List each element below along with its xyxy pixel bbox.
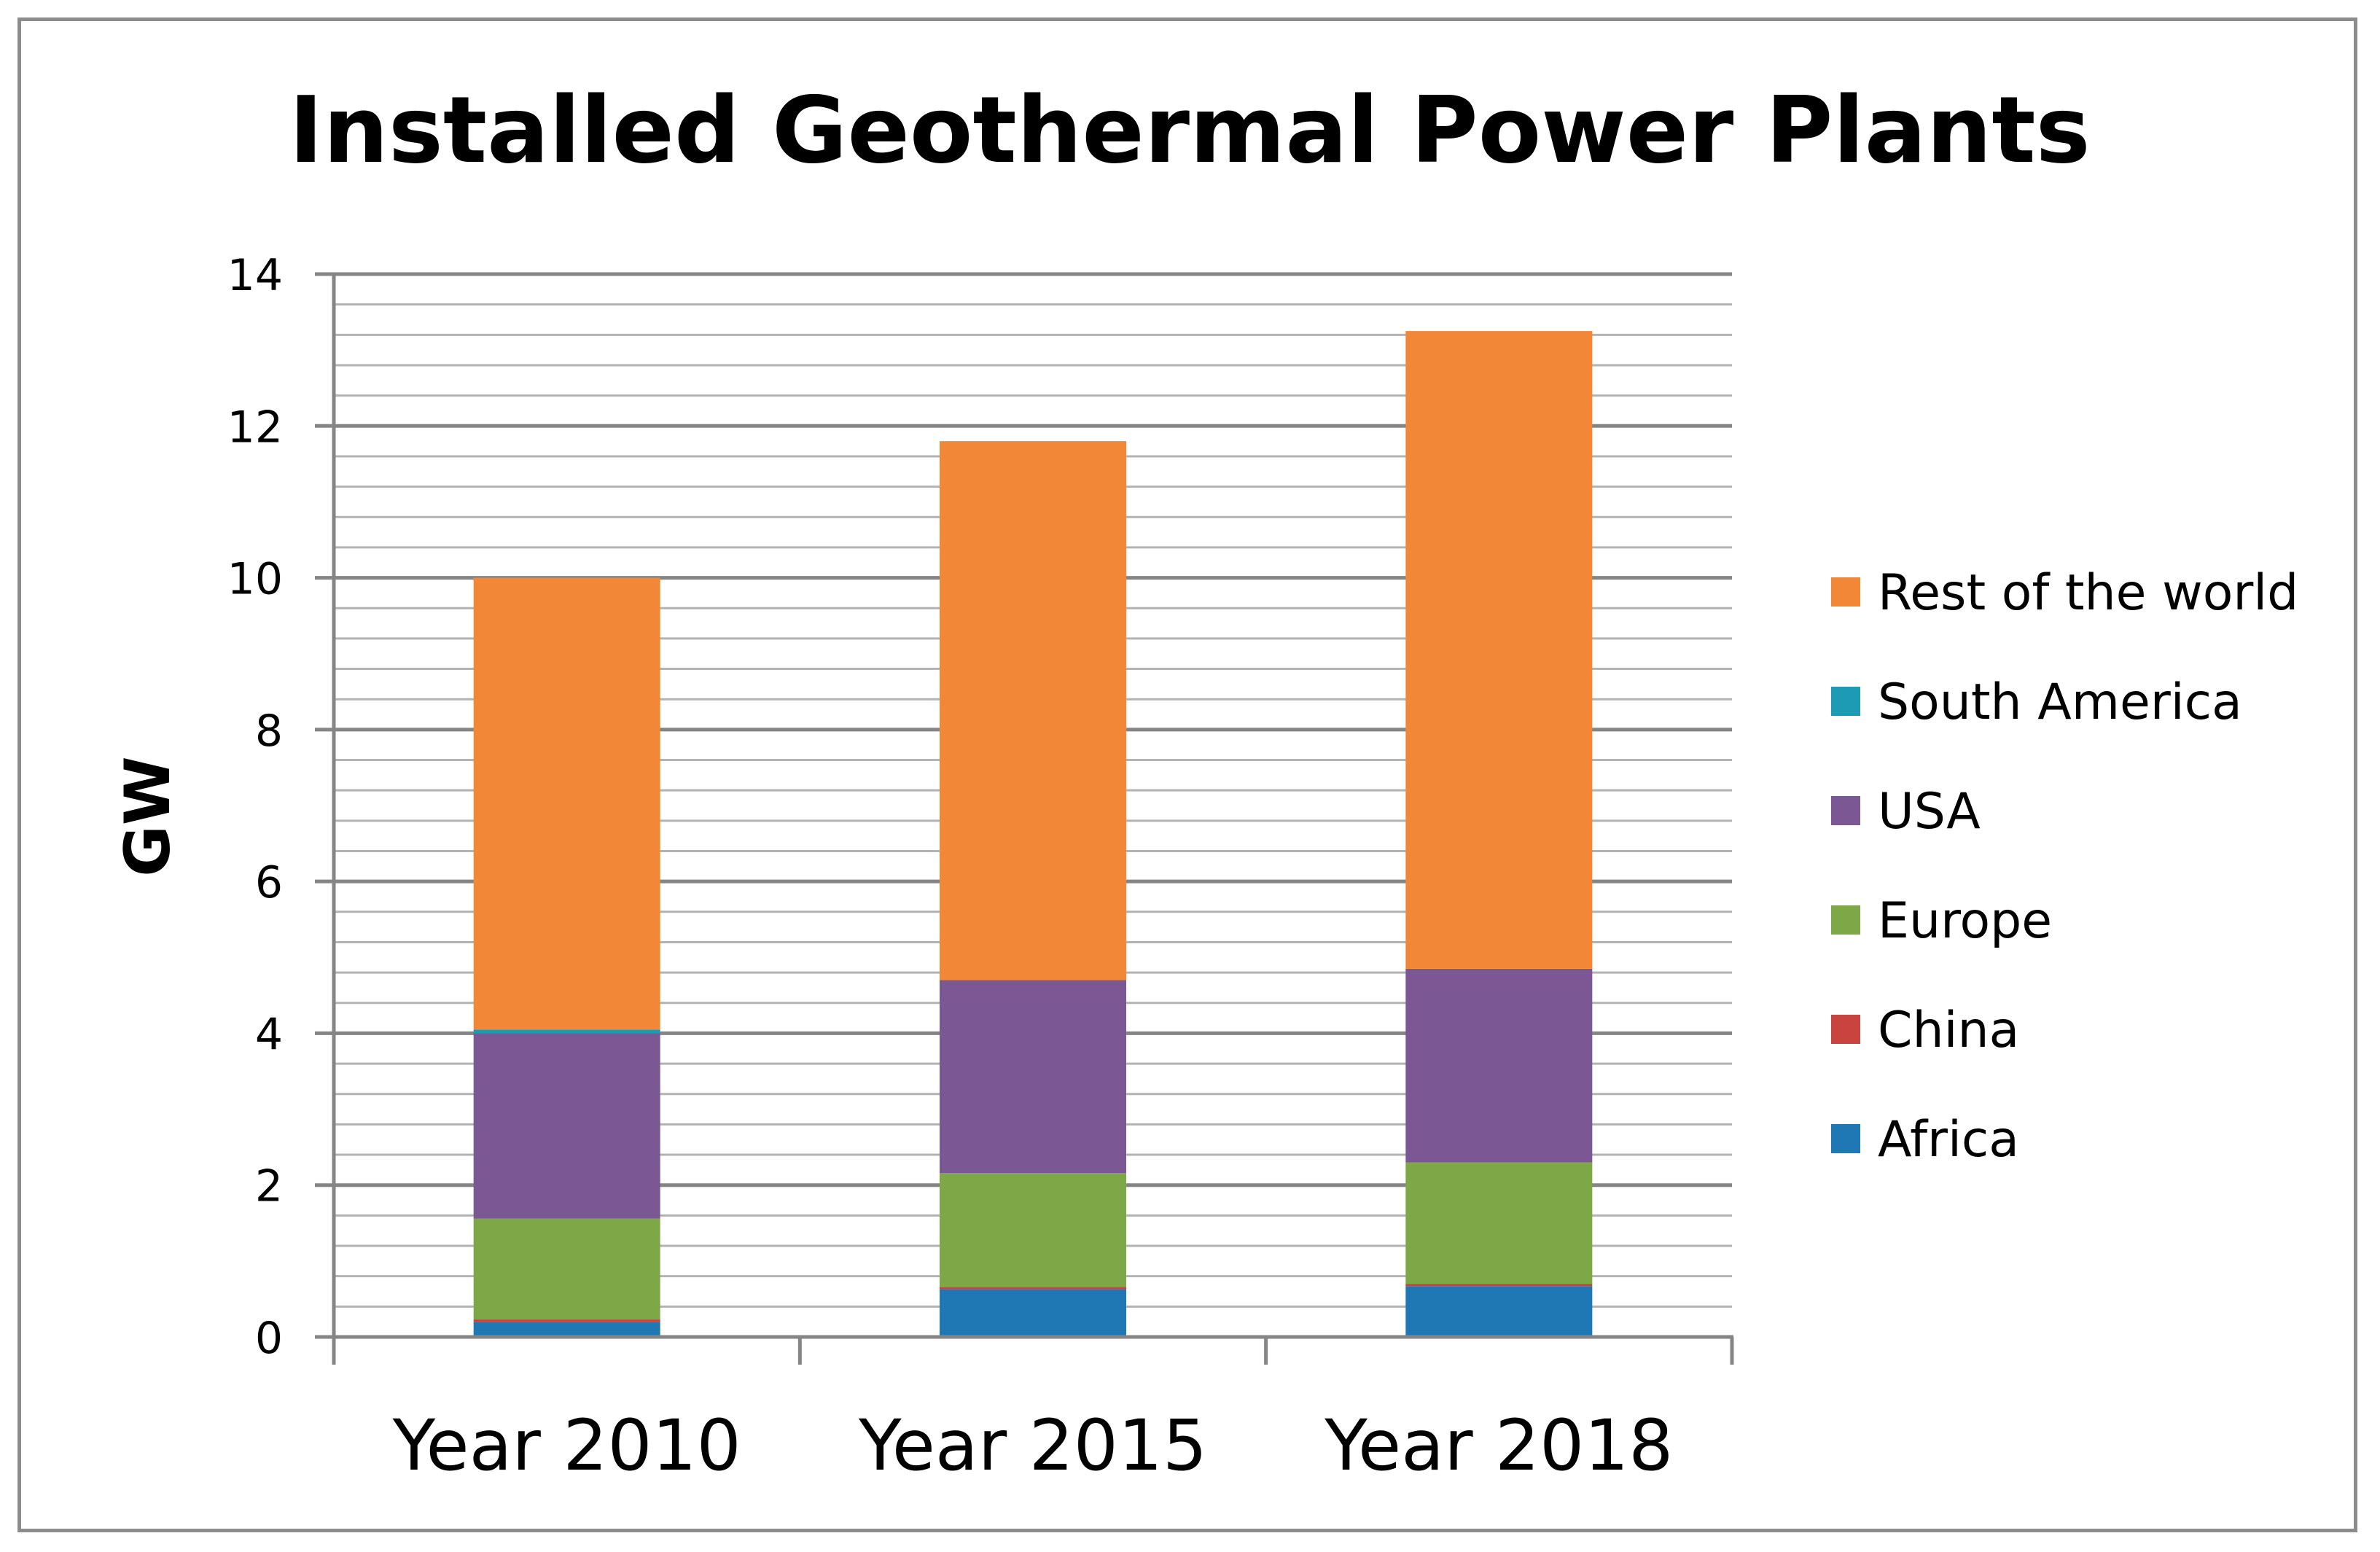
- x-tick-label: Year 2018: [1324, 1405, 1673, 1486]
- bar-segment-africa-year-2015: [940, 1289, 1126, 1337]
- legend-swatch-rest-of-the-world: [1831, 577, 1860, 607]
- y-tick-label: 14: [227, 250, 283, 301]
- legend: Rest of the world South America USA Europe C…: [1831, 564, 2298, 1169]
- bar-segment-rest-of-the-world-year-2015: [940, 441, 1126, 980]
- y-tick-label: 12: [227, 402, 283, 453]
- legend-label-africa: Africa: [1878, 1111, 2019, 1169]
- bar-segment-europe-year-2018: [1405, 1162, 1593, 1284]
- y-tick-label: 0: [255, 1313, 283, 1364]
- bar-segment-africa-year-2010: [473, 1322, 660, 1337]
- legend-label-usa: USA: [1878, 783, 1981, 841]
- bar-segment-china-year-2010: [473, 1319, 660, 1322]
- legend-label-rest-of-the-world: Rest of the world: [1878, 564, 2298, 622]
- legend-label-china: China: [1878, 1002, 2019, 1059]
- bar-segment-china-year-2015: [940, 1287, 1126, 1290]
- y-tick-label: 4: [255, 1009, 283, 1060]
- legend-swatch-europe: [1831, 905, 1860, 935]
- legend-label-europe: Europe: [1878, 892, 2052, 950]
- y-tick-label: 10: [227, 554, 283, 605]
- x-tick-labels: Year 2010 Year 2015 Year 2018: [392, 1405, 1674, 1486]
- bar-segment-china-year-2018: [1405, 1284, 1593, 1287]
- bar-segment-rest-of-the-world-year-2010: [473, 577, 660, 1030]
- axes: [315, 272, 1734, 1365]
- legend-swatch-south-america: [1831, 687, 1860, 716]
- chart-title: Installed Geothermal Power Plants: [289, 77, 2090, 184]
- bars: [473, 331, 1593, 1337]
- chart-frame: [17, 17, 2357, 1532]
- bar-segment-usa-year-2018: [1405, 968, 1593, 1163]
- y-tick-label: 8: [255, 706, 283, 757]
- legend-swatch-china: [1831, 1015, 1860, 1044]
- bar-segment-africa-year-2018: [1405, 1286, 1593, 1337]
- bar-segment-europe-year-2015: [940, 1173, 1126, 1287]
- y-axis-label: GW: [112, 756, 184, 876]
- bar-segment-rest-of-the-world-year-2018: [1405, 331, 1593, 969]
- bar-segment-usa-year-2010: [473, 1033, 660, 1219]
- x-tick-label: Year 2015: [858, 1405, 1207, 1486]
- legend-swatch-africa: [1831, 1124, 1860, 1153]
- y-tick-label: 6: [255, 857, 283, 908]
- legend-label-south-america: South America: [1878, 674, 2242, 731]
- x-tick-label: Year 2010: [392, 1405, 741, 1486]
- bar-segment-usa-year-2015: [940, 980, 1126, 1174]
- y-tick-label: 2: [255, 1161, 283, 1212]
- bar-segment-europe-year-2010: [473, 1218, 660, 1320]
- legend-swatch-usa: [1831, 796, 1860, 825]
- y-tick-labels: 0 2 4 6 8 10 12 14: [227, 250, 283, 1364]
- bar-segment-south-america-year-2010: [473, 1029, 660, 1034]
